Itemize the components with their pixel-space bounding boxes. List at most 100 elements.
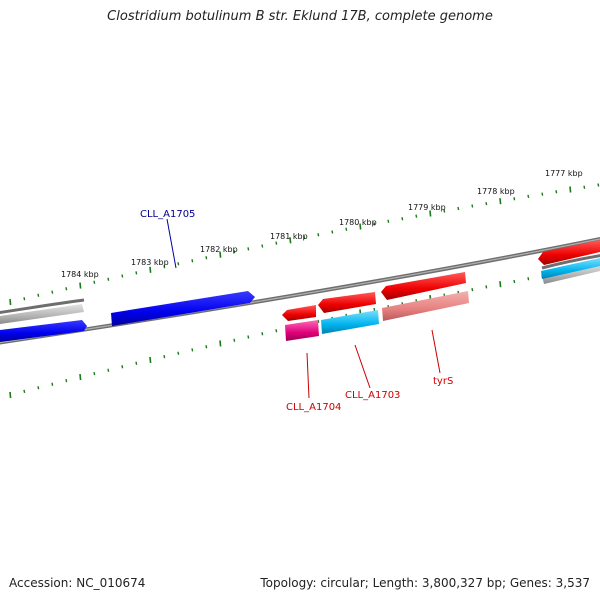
forward-cds-features <box>0 291 255 342</box>
ruler-tick <box>65 287 68 291</box>
leader-cll-a1704 <box>306 352 310 399</box>
ruler-tick <box>79 374 82 381</box>
ruler-tick <box>233 250 236 254</box>
ruler-tick <box>65 378 68 383</box>
ruler-tick <box>373 222 376 226</box>
ruler-tick <box>485 285 488 289</box>
ruler-tick <box>37 293 40 297</box>
cds-red-mid <box>318 292 376 313</box>
ruler-tick <box>359 223 362 230</box>
ruler-tick <box>275 329 278 333</box>
ruler-tick <box>275 241 278 245</box>
genome-summary-text: Topology: circular; Length: 3,800,327 bp… <box>260 576 590 590</box>
ruler-tick <box>23 297 26 301</box>
gray-feature-left <box>0 304 84 324</box>
cyan-feature-right <box>541 258 600 279</box>
ruler-tick <box>401 217 404 221</box>
ruler-tick <box>23 389 26 394</box>
ruler-tick <box>149 266 152 273</box>
leader-tyrs <box>431 329 441 374</box>
ruler-tick <box>429 210 432 217</box>
feature-cll-a1703 <box>321 310 379 334</box>
cds-cll-a1705 <box>111 291 255 326</box>
leader-cll-a1703 <box>354 344 371 389</box>
ruler-tick <box>37 386 40 390</box>
ruler-tick <box>569 186 572 193</box>
ruler-tick <box>527 277 530 281</box>
ruler-tick <box>9 298 12 306</box>
ruler-tick <box>191 259 194 263</box>
gene-labels: CLL_A1705 CLL_A1704 CLL_A1703 tyrS <box>140 209 453 413</box>
ruler-tick <box>513 197 516 201</box>
cds-tyrs <box>381 272 466 300</box>
ruler-tick <box>317 319 320 324</box>
ruler-tick <box>247 247 250 251</box>
label-cll-a1704: CLL_A1704 <box>286 402 341 413</box>
ruler-labels: 1784 kbp 1783 kbp 1782 kbp 1781 kbp 1780… <box>61 169 583 279</box>
ruler-tick <box>471 287 474 292</box>
ruler-tick <box>261 332 264 336</box>
ruler-tick <box>121 365 124 369</box>
ruler-tick <box>541 192 544 196</box>
ruler-tick <box>219 340 222 347</box>
ruler-tick <box>373 307 376 312</box>
ruler-label-1780: 1780 kbp <box>339 218 377 227</box>
ruler-tick <box>93 371 96 376</box>
ruler-tick <box>317 233 320 237</box>
ruler-tick <box>205 345 208 349</box>
ruler-label-1781: 1781 kbp <box>270 232 308 241</box>
ruler-tick <box>499 281 502 288</box>
ruler-tick <box>303 235 306 240</box>
ruler-label-1782: 1782 kbp <box>200 245 238 254</box>
ruler-tick <box>345 227 348 231</box>
ruler-tick <box>387 219 390 223</box>
ruler-tick <box>163 354 166 359</box>
ruler-tick <box>93 280 96 284</box>
inner-features <box>285 258 600 341</box>
cds-red-right <box>538 240 600 265</box>
label-leaders <box>166 218 441 399</box>
ruler-tick <box>513 279 516 284</box>
accession-text: Accession: NC_010674 <box>9 576 146 590</box>
ruler-tick <box>121 274 124 278</box>
ruler-outer-track <box>9 183 600 306</box>
ruler-tick <box>485 201 488 206</box>
reverse-cds-features <box>282 240 600 321</box>
map-title: Clostridium botulinum B str. Eklund 17B,… <box>107 9 493 24</box>
ruler-tick <box>415 214 418 218</box>
ruler-label-1779: 1779 kbp <box>408 203 446 212</box>
pseudo-tyrs <box>382 291 469 321</box>
ruler-tick <box>163 265 166 269</box>
cds-red-small <box>282 305 316 321</box>
ruler-tick <box>499 198 502 205</box>
ruler-tick <box>457 206 460 211</box>
ruler-tick <box>135 361 138 365</box>
ruler-tick <box>149 356 152 363</box>
label-cll-a1705: CLL_A1705 <box>140 209 195 220</box>
ruler-tick <box>177 351 180 355</box>
ruler-tick <box>79 282 82 289</box>
ruler-tick <box>331 230 334 234</box>
ruler-tick <box>289 237 292 244</box>
ruler-tick <box>555 190 558 194</box>
ruler-label-1778: 1778 kbp <box>477 187 515 196</box>
ruler-tick <box>177 262 180 266</box>
ruler-tick <box>191 348 194 352</box>
ruler-tick <box>107 277 110 281</box>
ruler-tick <box>471 204 474 208</box>
label-cll-a1703: CLL_A1703 <box>345 390 400 401</box>
ruler-tick <box>261 244 264 248</box>
leader-cll-a1705 <box>166 218 177 269</box>
rna-cll-a1704 <box>285 320 319 341</box>
ruler-tick <box>443 209 446 213</box>
ruler-label-1784: 1784 kbp <box>61 270 99 279</box>
ruler-tick <box>247 335 250 339</box>
ruler-tick <box>597 183 600 187</box>
ruler-label-1777: 1777 kbp <box>545 169 583 178</box>
ruler-tick <box>9 391 12 399</box>
cds-blue-left <box>0 320 87 342</box>
ruler-tick <box>135 271 138 275</box>
ruler-tick <box>233 338 236 342</box>
ruler-tick <box>219 251 222 258</box>
